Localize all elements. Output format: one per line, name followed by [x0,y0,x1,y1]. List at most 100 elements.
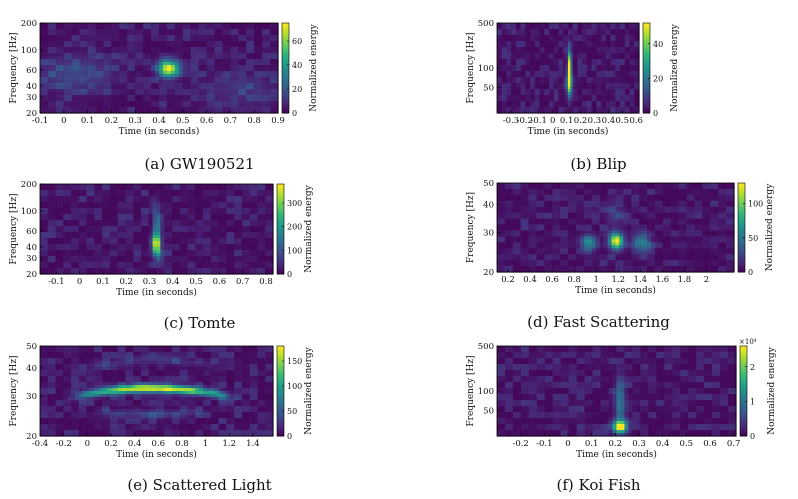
heatmap-cell [206,62,212,66]
heatmap-cell [82,193,88,197]
heatmap-cell [152,256,158,260]
heatmap-cell [274,59,279,63]
heatmap-cell [164,253,169,257]
heatmap-cell [497,65,500,69]
heatmap-cell [246,92,251,96]
heatmap-cell [570,98,574,102]
heatmap-cell [234,89,239,93]
heatmap-cell [617,44,621,48]
heatmap-cell [605,35,609,39]
heatmap-cell [551,53,555,57]
heatmap-cell [172,268,177,272]
heatmap-cell [144,187,150,191]
heatmap-cell [91,59,97,63]
heatmap-cell [258,26,263,30]
heatmap-cell [270,56,275,60]
heatmap-cell [250,74,255,78]
heatmap-cell [143,95,148,99]
heatmap-cell [568,62,571,66]
heatmap-cell [242,71,247,75]
heatmap-cell [87,56,93,60]
heatmap-cell [102,187,107,191]
heatmap-cell [74,187,80,191]
heatmap-cell [222,98,228,102]
heatmap-cell [515,98,519,102]
heatmap-cell [121,253,127,257]
heatmap-cell [63,199,68,203]
heatmap-cell [629,59,633,63]
heatmap-cell [513,47,517,51]
heatmap-cell [121,214,127,218]
heatmap-cell [190,104,196,108]
heatmap-cell [612,104,616,108]
heatmap-cell [78,199,84,203]
heatmap-cell [634,92,638,96]
heatmap-cell [541,101,545,105]
heatmap-cell [603,41,607,45]
heatmap-cell [198,71,204,75]
heatmap-cell [537,71,541,75]
heatmap-cell [102,214,107,218]
heatmap-cell [553,92,557,96]
heatmap-cell [86,208,92,212]
heatmap-cell [59,268,64,272]
heatmap-cell [90,184,95,188]
heatmap-cell [563,38,567,42]
heatmap-cell [83,104,89,108]
heatmap-cell [563,41,567,45]
heatmap-cell [520,29,524,33]
heatmap-cell [596,80,600,84]
heatmap-cell [148,220,154,224]
heatmap-cell [55,86,61,90]
heatmap-cell [117,223,123,227]
heatmap-cell [172,247,177,251]
heatmap-cell [63,214,68,218]
heatmap-cell [113,229,119,233]
heatmap-cell [629,101,633,105]
heatmap-cell [117,259,123,263]
heatmap-cell [631,95,635,99]
heatmap-cell [506,110,510,114]
heatmap-cell [131,89,136,93]
heatmap-cell [40,107,45,111]
heatmap-cell [106,262,111,266]
heatmap-cell [190,80,196,84]
heatmap-cell [631,35,635,39]
heatmap-cell [129,220,134,224]
heatmap-cell [63,59,69,63]
heatmap-cell [131,32,136,36]
heatmap-cell [589,53,593,57]
colorbar-segment [282,92,289,96]
heatmap-cell [537,68,541,72]
heatmap-cell [119,50,124,54]
heatmap-cell [40,32,45,36]
heatmap-cell [601,38,605,42]
heatmap-cell [131,38,136,42]
heatmap-cell [107,50,112,54]
heatmap-cell [266,47,271,51]
heatmap-cell [594,41,597,45]
heatmap-cell [598,53,602,57]
heatmap-cell [90,193,95,197]
heatmap-cell [59,208,64,212]
heatmap-cell [594,110,597,114]
heatmap-cell [508,59,512,63]
heatmap-cell [107,62,112,66]
heatmap-cell [63,226,68,230]
heatmap-cell [518,107,522,111]
heatmap-cell [194,50,200,54]
heatmap-cell [47,220,53,224]
heatmap-cell [226,83,231,87]
heatmap-cell [556,41,560,45]
heatmap-cell [551,35,555,39]
heatmap-cell [55,202,61,206]
heatmap-cell [51,41,57,45]
heatmap-cell [59,101,65,105]
heatmap-cell [501,56,505,60]
heatmap-cell [109,202,115,206]
heatmap-cell [506,35,510,39]
heatmap-cell [148,262,154,266]
heatmap-cell [532,62,536,66]
heatmap-cell [250,95,255,99]
heatmap-cell [238,101,243,105]
